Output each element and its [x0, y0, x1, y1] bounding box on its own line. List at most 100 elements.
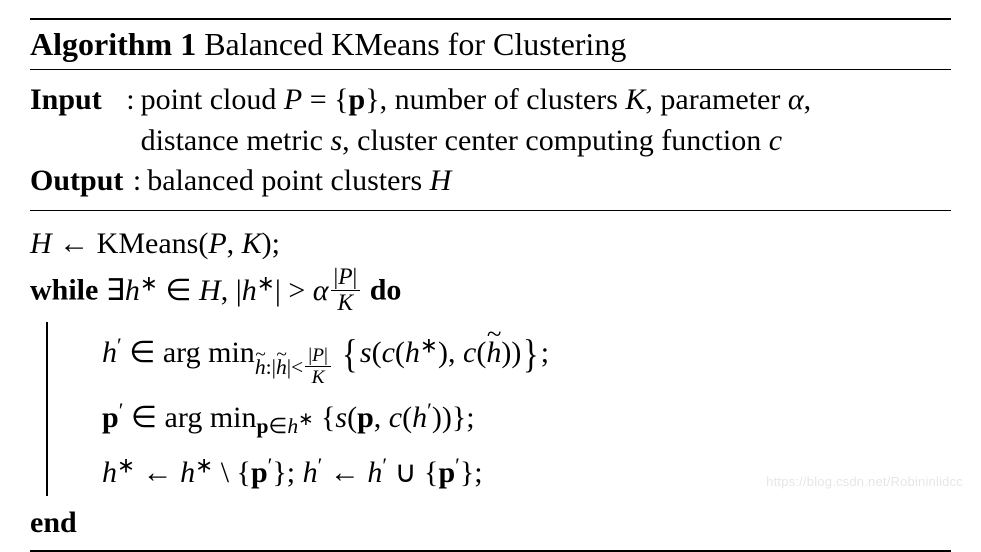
sym-h: h	[180, 456, 195, 489]
input-colon: :	[124, 80, 140, 121]
frac-den: K	[331, 291, 361, 315]
txt: |<	[287, 355, 304, 379]
txt: (	[372, 336, 382, 369]
algorithm-block: Algorithm 1 Balanced KMeans for Clusteri…	[0, 0, 981, 505]
input-line2: distance metric s, cluster center comput…	[141, 121, 951, 162]
frac-den: K	[305, 367, 331, 387]
sym-H: H	[30, 227, 52, 260]
lbrace: {	[424, 456, 438, 489]
frac: |P|K	[305, 346, 331, 388]
txt: balanced point clusters	[147, 164, 429, 197]
output-label: Output	[30, 161, 123, 202]
txt: )	[432, 401, 442, 434]
rbrace: }	[452, 401, 466, 434]
txt: :|	[266, 355, 276, 379]
input-pad	[102, 80, 125, 121]
loop-body: h′ ∈ arg minh:|h|<|P|K {s(c(h∗), c(h))};…	[74, 318, 951, 500]
sym-p: p	[251, 456, 268, 489]
sym-htilde: h	[276, 357, 287, 379]
input-label: Input	[30, 80, 102, 121]
sym-P: P	[312, 345, 324, 366]
loop-bar	[46, 322, 48, 496]
txt: ∈	[158, 274, 199, 307]
sym-htilde: h	[255, 357, 266, 379]
input-text: point cloud P = {p}, number of clusters …	[141, 80, 951, 161]
algorithm-caption: Balanced KMeans for Clustering	[204, 26, 626, 62]
sym-P: P	[284, 83, 302, 116]
sym-p: p	[349, 83, 366, 116]
txt: ,	[448, 336, 463, 369]
argmin-sub: h:|h|<|P|K	[255, 348, 333, 390]
gap: ;	[287, 456, 303, 489]
frac-num: |P|	[305, 346, 331, 367]
txt: ∈ arg min	[123, 401, 256, 434]
output-pad	[123, 161, 131, 202]
algorithm-number: Algorithm 1	[30, 26, 196, 62]
txt: ;	[466, 401, 474, 434]
txt: = {	[302, 83, 348, 116]
txt: point cloud	[141, 83, 284, 116]
sup-star: ∗	[117, 453, 135, 477]
input-row: Input : point cloud P = {p}, number of c…	[30, 80, 951, 161]
sym-K: K	[625, 83, 645, 116]
arrow: ←	[322, 456, 367, 489]
sup-star: ∗	[195, 453, 213, 477]
txt: )	[442, 401, 452, 434]
sym-h: h	[405, 336, 420, 369]
lbrace: {	[342, 318, 358, 391]
sym-s: s	[330, 124, 342, 157]
sym-h: h	[287, 414, 298, 438]
sym-alpha: α	[313, 274, 329, 307]
semi: ;	[474, 456, 482, 489]
output-row: Output : balanced point clusters H	[30, 161, 951, 202]
txt: (	[402, 401, 412, 434]
input-line1: point cloud P = {p}, number of clusters …	[141, 83, 812, 116]
rbrace: }	[523, 318, 539, 391]
txt: ∈	[269, 414, 288, 438]
line-end: end	[30, 500, 951, 547]
sym-K: K	[242, 227, 262, 260]
txt: ∈ arg min	[122, 336, 255, 369]
sym-h: h	[242, 274, 257, 307]
sym-h: h	[102, 456, 117, 489]
sym-c: c	[463, 336, 476, 369]
sym-c: c	[769, 124, 782, 157]
txt: (	[395, 336, 405, 369]
lbrace: {	[237, 456, 251, 489]
txt: ,	[374, 401, 389, 434]
sym-P: P	[208, 227, 226, 260]
sup-star: ∗	[420, 333, 438, 357]
txt: |	[353, 264, 358, 290]
sym-H: H	[430, 164, 452, 197]
do-kw: do	[370, 274, 402, 307]
while-kw: while	[30, 274, 98, 307]
arrow: ←	[135, 456, 180, 489]
sym-htilde: h	[486, 326, 501, 380]
lbrace: {	[321, 401, 335, 434]
argmin-sub: p∈h∗	[257, 414, 314, 438]
watermark: https://blog.csdn.net/Robininlidcc	[766, 474, 963, 489]
sym-s: s	[335, 401, 347, 434]
txt: , parameter	[645, 83, 787, 116]
sym-h: h	[125, 274, 140, 307]
sym-p: p	[257, 414, 269, 438]
txt: )	[501, 336, 511, 369]
sym-s: s	[360, 336, 372, 369]
loop-line-2: p′ ∈ arg minp∈h∗ {s(p, c(h′))};	[74, 391, 951, 446]
txt: ← KMeans(	[52, 227, 209, 260]
sym-h: h	[412, 401, 427, 434]
txt: ,	[804, 83, 812, 116]
sym-P: P	[338, 264, 352, 290]
cup: ∪	[387, 456, 424, 489]
sym-c: c	[389, 401, 402, 434]
rbrace: }	[460, 456, 474, 489]
frac: |P|K	[331, 266, 361, 316]
txt: ,	[227, 227, 242, 260]
frac-num: |P|	[331, 266, 361, 291]
txt: )	[438, 336, 448, 369]
sup-star: ∗	[140, 271, 158, 295]
loop-line-1: h′ ∈ arg minh:|h|<|P|K {s(c(h∗), c(h))};	[74, 318, 951, 391]
sym-H: H	[199, 274, 221, 307]
sup-star: ∗	[257, 271, 275, 295]
sym-h: h	[102, 336, 117, 369]
